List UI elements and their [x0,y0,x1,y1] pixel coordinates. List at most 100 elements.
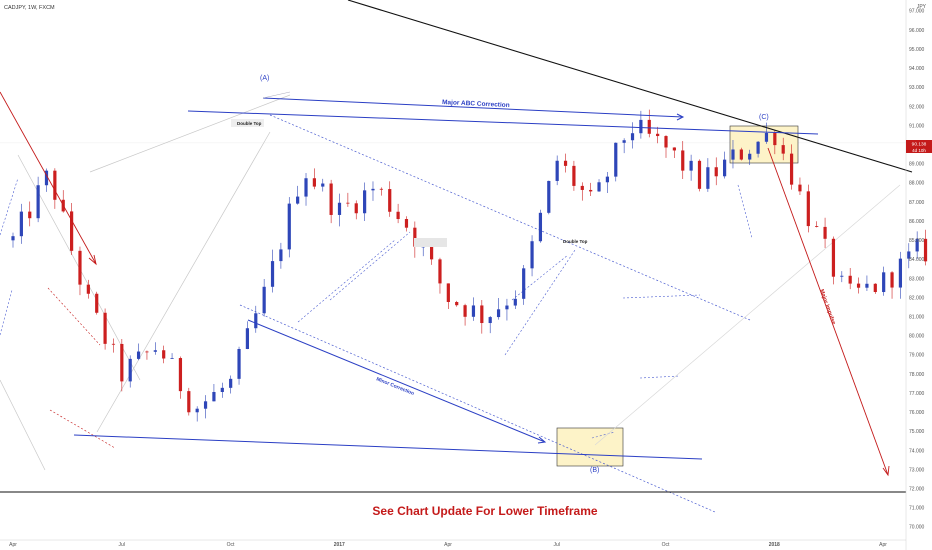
candle[interactable] [689,154,693,181]
major-abc-arrow[interactable] [262,97,684,118]
triangle-dotted-lower[interactable] [639,375,681,379]
minor-correction-arrow[interactable] [247,319,546,443]
candle[interactable] [455,300,459,307]
candle[interactable] [279,242,283,269]
candle[interactable] [36,176,40,223]
candle[interactable] [471,297,476,321]
candle[interactable] [78,246,82,296]
candle[interactable] [580,182,584,201]
candle[interactable] [128,355,132,388]
rising-channel-dotted-2[interactable] [329,231,411,301]
candle[interactable] [630,122,635,149]
candle[interactable] [923,229,928,266]
candle[interactable] [856,277,861,294]
candle[interactable] [647,109,651,138]
candle[interactable] [823,217,827,248]
candle[interactable] [731,140,735,169]
candle[interactable] [404,216,409,232]
candle[interactable] [605,172,609,194]
candle[interactable] [19,203,23,244]
candle[interactable] [480,300,484,334]
candle[interactable] [178,356,183,399]
left-dotted-blue[interactable] [0,177,19,236]
candle[interactable] [781,137,785,161]
candle[interactable] [388,181,392,217]
candle[interactable] [723,151,727,179]
channel-dotted-lower[interactable] [239,304,716,513]
candle[interactable] [538,209,543,243]
candle[interactable] [371,181,375,201]
faint-line-left-rise[interactable] [96,131,271,433]
candle[interactable] [145,350,149,360]
candle[interactable] [61,190,65,213]
candle[interactable] [697,159,702,192]
candle[interactable] [103,308,107,350]
candle[interactable] [614,142,618,182]
major-impulse-arrow[interactable] [767,147,889,476]
candle[interactable] [262,278,266,317]
candle[interactable] [513,290,517,310]
candle[interactable] [764,122,769,144]
candle[interactable] [28,201,32,227]
candle[interactable] [229,375,233,394]
candle[interactable] [346,192,350,207]
candle[interactable] [438,257,442,294]
candle[interactable] [530,235,534,277]
channel-dotted-upper[interactable] [269,114,751,321]
candle[interactable] [136,343,141,361]
candle[interactable] [488,315,492,334]
candle[interactable] [622,138,626,154]
left-dotted-red-2[interactable] [49,409,116,449]
candle[interactable] [304,173,308,206]
candle[interactable] [354,200,358,220]
candle[interactable] [312,168,316,190]
candle[interactable] [563,153,568,173]
candle[interactable] [496,298,501,320]
faint-line-left-edge[interactable] [0,379,46,471]
red-line-top-left[interactable] [0,91,97,265]
candle[interactable] [898,251,903,299]
candle[interactable] [890,271,894,299]
candle[interactable] [681,141,685,179]
candle[interactable] [873,283,877,294]
candle[interactable] [396,203,400,224]
candle[interactable] [714,157,718,186]
candle[interactable] [111,338,116,353]
candle[interactable] [840,271,844,283]
candle[interactable] [547,180,551,215]
candle[interactable] [789,144,794,190]
candle[interactable] [296,185,300,205]
highlight-box-b[interactable] [556,427,624,467]
candle[interactable] [739,147,743,161]
candle[interactable] [11,232,15,248]
last-price-badge[interactable] [906,140,932,147]
candle[interactable] [187,387,191,416]
faint-line-left-top[interactable] [89,94,291,173]
candle[interactable] [153,342,157,355]
candle[interactable] [672,147,676,158]
candle[interactable] [337,193,342,227]
candle[interactable] [907,243,911,269]
rising-channel-dotted-4[interactable] [511,254,569,301]
rising-channel-dotted-1[interactable] [297,239,396,323]
candle[interactable] [162,345,166,364]
candle[interactable] [287,197,291,258]
candle[interactable] [865,275,869,292]
candle[interactable] [254,305,258,333]
candle[interactable] [773,130,777,155]
candle[interactable] [848,268,852,290]
candle[interactable] [321,178,325,192]
candle[interactable] [831,236,836,285]
candle[interactable] [882,266,886,296]
candle[interactable] [806,184,810,233]
triangle-dotted-upper[interactable] [622,294,701,299]
faint-line-right-rise[interactable] [594,184,901,446]
candle[interactable] [522,265,526,305]
candle[interactable] [664,135,668,158]
candle[interactable] [463,303,467,326]
candle[interactable] [220,382,224,398]
candle[interactable] [53,168,57,209]
candle[interactable] [120,338,124,392]
candle[interactable] [245,321,250,350]
